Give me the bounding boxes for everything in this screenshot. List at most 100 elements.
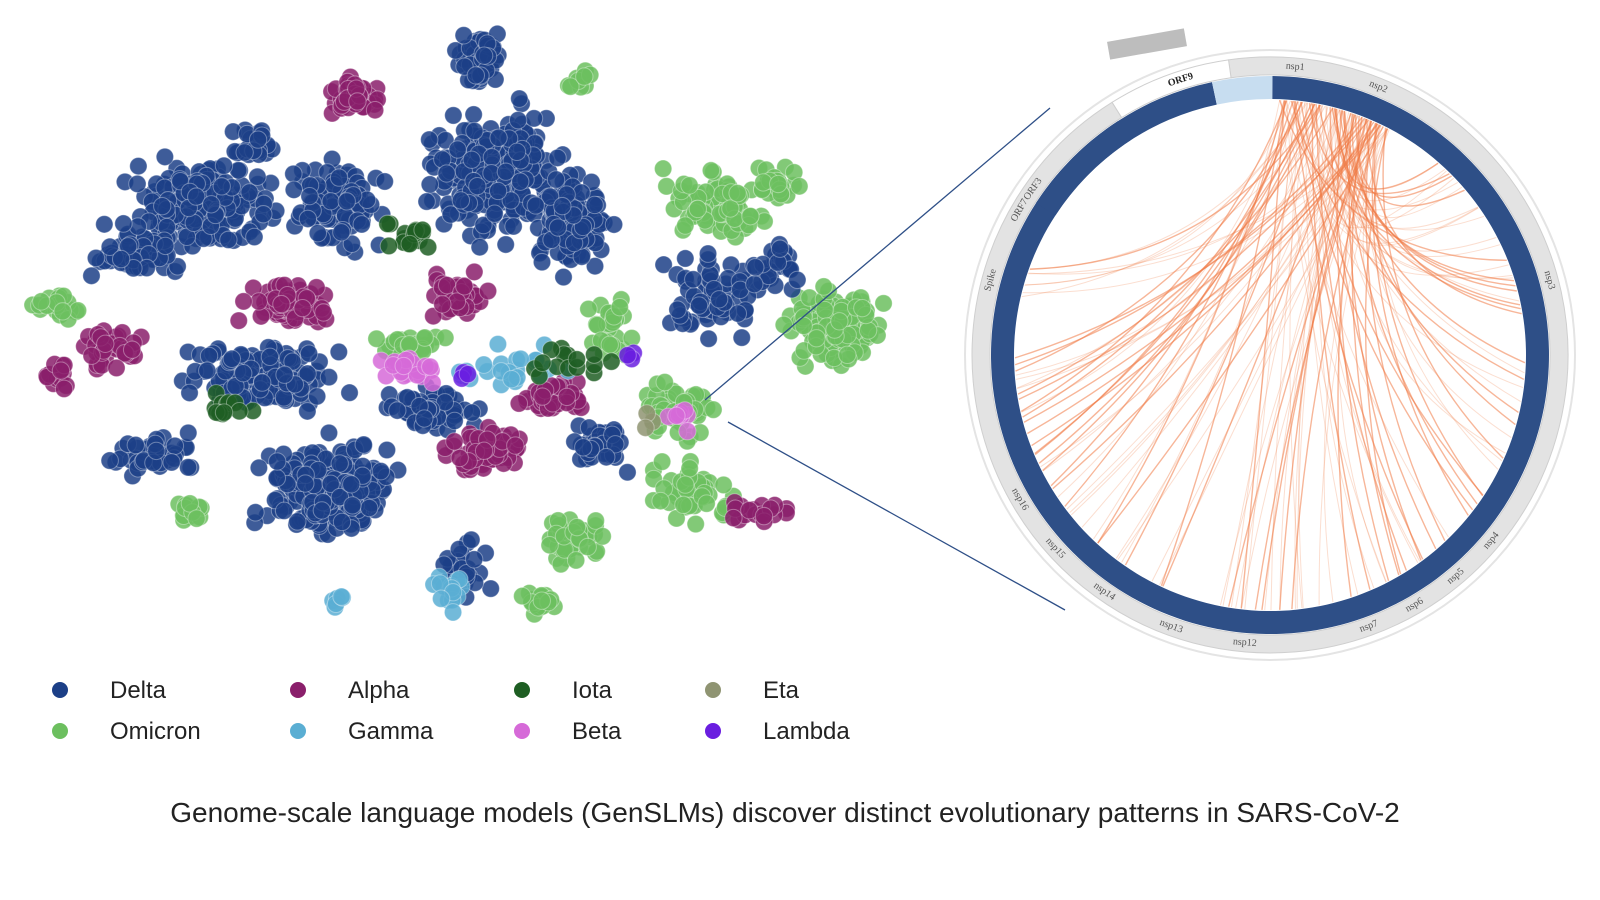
chord	[1028, 118, 1367, 275]
scatter-dot	[424, 306, 443, 326]
chord	[1312, 103, 1521, 403]
scatter-dot	[274, 501, 294, 521]
scatter-dot	[602, 352, 621, 371]
scatter-dot	[417, 192, 436, 211]
chord	[1151, 122, 1377, 582]
chord	[1290, 100, 1525, 381]
scatter-dot	[415, 409, 434, 428]
scatter-dot	[830, 312, 849, 331]
chord	[1021, 102, 1307, 298]
chord	[1159, 124, 1381, 586]
chord	[1024, 100, 1291, 286]
chord	[1323, 129, 1390, 603]
chord	[1014, 116, 1363, 366]
chord	[1029, 102, 1308, 271]
scatter-dot	[501, 191, 520, 210]
scatter-dot	[540, 535, 559, 555]
chord	[1361, 120, 1501, 258]
scatter-dot	[441, 205, 460, 224]
scatter-dot	[496, 162, 516, 181]
scatter-dot	[371, 462, 391, 481]
scatter-dot	[668, 300, 687, 319]
chord	[1016, 119, 1368, 380]
scatter-dot	[100, 237, 120, 257]
chord	[1280, 100, 1419, 564]
scatter-dot	[462, 403, 482, 422]
scatter-dot	[234, 364, 253, 383]
scatter-dot	[546, 170, 566, 189]
scatter-dot	[464, 105, 483, 124]
scatter-dot	[330, 487, 350, 507]
chord	[1235, 115, 1359, 608]
scatter-dot	[367, 329, 386, 348]
scatter-dot	[330, 454, 349, 473]
scatter-dot	[229, 311, 248, 330]
scatter-dot	[86, 248, 106, 268]
chord	[1365, 120, 1446, 541]
scatter-dot	[82, 266, 101, 285]
chord	[1318, 105, 1479, 244]
scatter-dot	[754, 506, 774, 526]
scatter-dot	[807, 329, 826, 348]
scatter-dot	[741, 206, 760, 226]
chord	[1261, 118, 1368, 610]
chord	[1343, 111, 1478, 229]
scatter-dot	[482, 148, 502, 167]
scatter-dot	[54, 379, 74, 399]
scatter-dot	[354, 435, 373, 454]
scatter-dot	[714, 475, 733, 495]
scatter-dot	[147, 441, 166, 461]
scatter-dot	[365, 100, 385, 120]
scatter-dot	[268, 452, 287, 471]
scatter-dot	[508, 110, 528, 130]
scatter-dot	[68, 301, 88, 320]
scatter-dot	[874, 294, 893, 313]
chord	[1318, 107, 1375, 589]
scatter-dot	[240, 183, 259, 202]
scatter-dot	[654, 255, 673, 274]
scatter-dot	[400, 234, 419, 254]
scatter-dot	[124, 259, 143, 278]
scatter-dot	[566, 551, 586, 570]
scatter-dot	[329, 168, 349, 187]
chord	[1064, 100, 1294, 507]
chord	[1070, 118, 1367, 516]
chord	[1333, 108, 1526, 364]
scatter-dot	[701, 161, 721, 180]
chord	[1289, 101, 1303, 609]
chord	[1279, 114, 1356, 610]
chord	[1312, 103, 1485, 231]
chord	[1371, 122, 1469, 516]
segment-label: nsp12	[1232, 636, 1257, 649]
chord	[1028, 128, 1388, 275]
scatter-dot	[296, 474, 315, 493]
scatter-dot	[156, 236, 175, 256]
scatter-dot	[377, 440, 397, 460]
chord	[1117, 128, 1388, 560]
scatter-dot	[652, 452, 672, 471]
chord	[1325, 106, 1439, 190]
scatter-dot	[267, 468, 287, 488]
chord	[1069, 120, 1371, 514]
legend-label: Iota	[572, 677, 613, 704]
scatter-dot	[667, 406, 686, 425]
scatter-dot	[858, 321, 878, 340]
scatter-dot	[462, 150, 481, 169]
scatter-dot	[728, 304, 748, 323]
scatter-dot	[319, 367, 339, 387]
scatter-dot	[655, 372, 674, 392]
scatter-dot	[219, 230, 238, 250]
scatter-dot	[526, 196, 545, 215]
chord	[1318, 128, 1389, 606]
chord	[1341, 114, 1455, 229]
scatter-dot	[689, 296, 709, 315]
scatter-dot	[451, 191, 471, 210]
chord	[1375, 124, 1499, 470]
chord	[1018, 117, 1366, 400]
scatter-dot	[298, 209, 318, 229]
chord	[1015, 107, 1334, 376]
chord	[1244, 101, 1296, 609]
scatter-dot	[340, 383, 359, 402]
chord	[1040, 115, 1359, 468]
chord	[1329, 107, 1437, 550]
